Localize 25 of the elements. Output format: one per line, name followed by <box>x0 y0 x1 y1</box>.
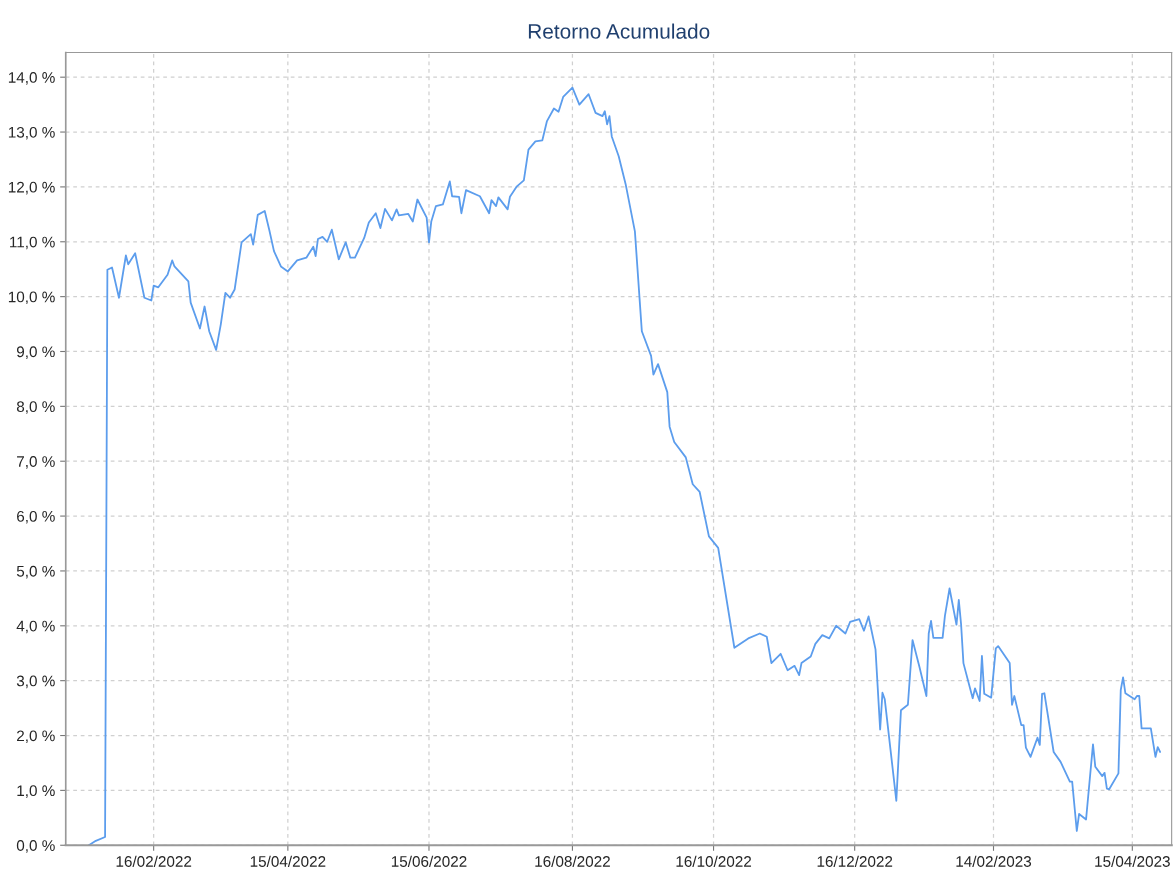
y-tick-label: 5,0 % <box>16 565 55 579</box>
y-tick-label: 8,0 % <box>16 401 55 414</box>
x-tick-label: 16/08/2022 <box>535 855 610 867</box>
x-tick-label: 16/12/2022 <box>817 855 893 867</box>
x-tick-label: 15/04/2023 <box>1095 855 1170 867</box>
x-tick-label: 15/06/2022 <box>391 855 467 867</box>
y-tick-label: 3,0 % <box>16 675 55 689</box>
x-tick-label: 16/10/2022 <box>676 855 752 867</box>
line-series <box>87 86 1161 846</box>
y-tick-label: 2,0 % <box>17 730 55 744</box>
y-tick-label: 4,0 % <box>16 620 55 634</box>
x-tick-label: 16/02/2022 <box>116 855 192 867</box>
y-tick-label: 1,0 % <box>17 785 55 798</box>
y-tick-label: 9,0 % <box>16 346 55 359</box>
chart-title: Retorno Acumulado <box>528 23 710 39</box>
y-tick-label: 11,0 % <box>10 236 55 250</box>
y-tick-label: 7,0 % <box>17 456 55 469</box>
y-tick-label: 12,0 % <box>8 181 55 195</box>
x-tick-label: 15/04/2022 <box>250 855 326 867</box>
x-tick-label: 14/02/2023 <box>956 855 1032 867</box>
y-tick-label: 10,0 % <box>8 291 55 305</box>
y-tick-label: 0,0 % <box>16 840 55 853</box>
y-tick-label: 6,0 % <box>17 510 55 524</box>
y-tick-label: 14,0 % <box>8 72 55 85</box>
y-tick-label: 13,0 % <box>8 126 55 140</box>
